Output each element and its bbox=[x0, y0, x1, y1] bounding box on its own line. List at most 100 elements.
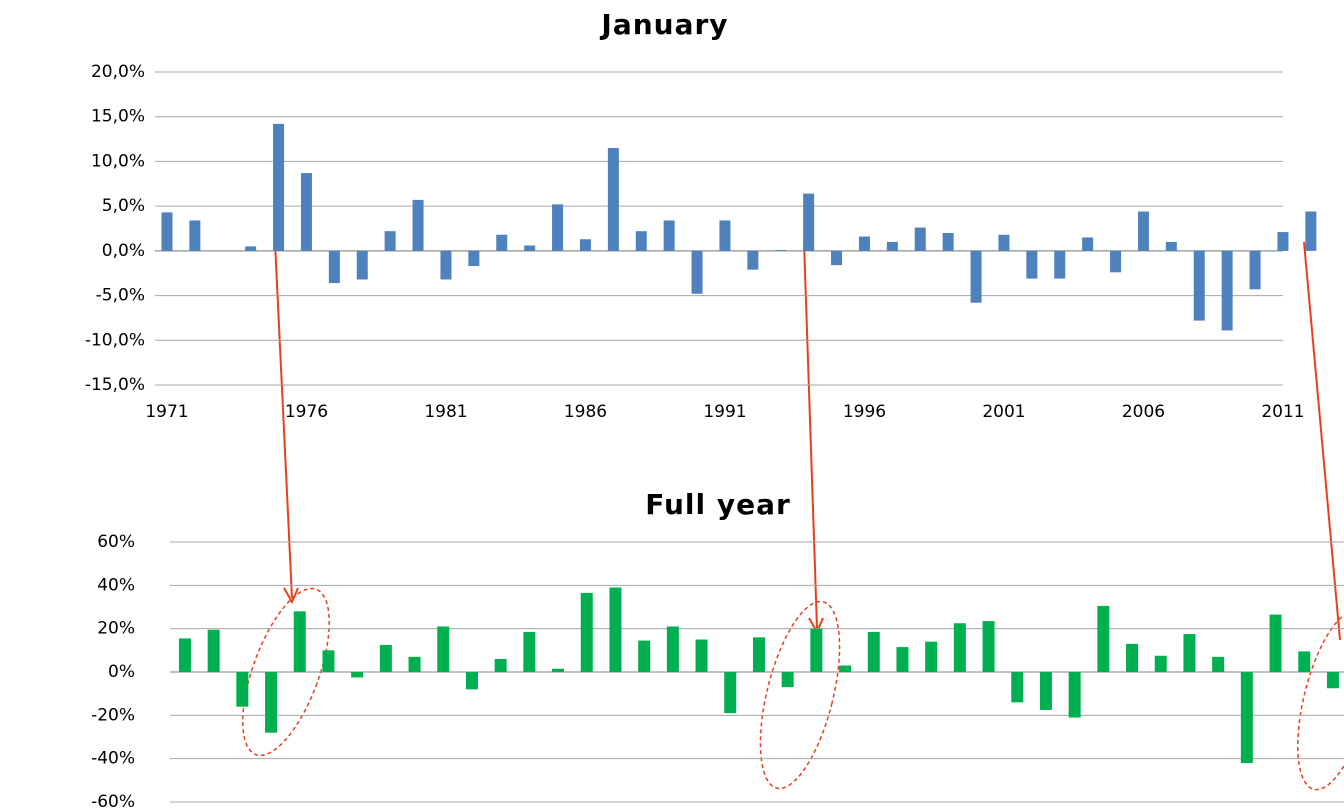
chart-title: Full year bbox=[645, 488, 791, 521]
bar bbox=[1026, 250, 1038, 279]
bar bbox=[1082, 237, 1094, 251]
chart-title: January bbox=[599, 8, 728, 41]
bar bbox=[1240, 672, 1253, 763]
x-tick-label: 2001 bbox=[982, 402, 1025, 422]
x-tick-label: 1996 bbox=[843, 402, 886, 422]
bar bbox=[524, 245, 536, 251]
x-tick-label: 1991 bbox=[703, 402, 746, 422]
bar bbox=[942, 232, 954, 251]
y-tick-label: -10,0% bbox=[85, 330, 145, 350]
y-tick-label: -15,0% bbox=[85, 375, 145, 395]
bar bbox=[607, 148, 619, 251]
bar bbox=[245, 246, 257, 251]
bar bbox=[666, 626, 679, 672]
bar bbox=[1193, 250, 1205, 321]
bar bbox=[719, 220, 731, 251]
bar bbox=[1305, 211, 1317, 251]
bar bbox=[781, 672, 794, 688]
y-tick-label: 15,0% bbox=[91, 107, 145, 127]
bar bbox=[236, 672, 249, 707]
y-tick-label: 0,0% bbox=[102, 241, 145, 261]
bar bbox=[775, 249, 787, 251]
x-tick-label: 2011 bbox=[1261, 402, 1304, 422]
bar bbox=[970, 250, 982, 303]
bar bbox=[1068, 672, 1081, 718]
bar bbox=[579, 239, 591, 251]
bar bbox=[1249, 250, 1261, 290]
bar bbox=[1097, 605, 1110, 672]
bar bbox=[496, 234, 508, 251]
bar bbox=[1269, 614, 1282, 672]
bar bbox=[810, 628, 823, 672]
y-tick-label: 60% bbox=[97, 532, 135, 552]
bar bbox=[322, 650, 335, 672]
bar bbox=[273, 123, 285, 251]
bar bbox=[914, 227, 926, 251]
bar bbox=[896, 647, 909, 672]
bar bbox=[1154, 655, 1167, 672]
x-tick-label: 1976 bbox=[285, 402, 328, 422]
bar bbox=[1011, 672, 1024, 703]
y-tick-label: -20% bbox=[91, 705, 135, 725]
bar bbox=[998, 234, 1010, 251]
bar bbox=[752, 637, 765, 672]
x-tick-label: 1981 bbox=[424, 402, 467, 422]
x-tick-label: 2006 bbox=[1122, 402, 1165, 422]
bar bbox=[1183, 634, 1196, 672]
bar bbox=[412, 199, 424, 251]
bar bbox=[831, 250, 843, 266]
annotations bbox=[242, 241, 1344, 791]
y-tick-label: 0% bbox=[108, 662, 135, 682]
bar bbox=[523, 631, 536, 672]
bar bbox=[1221, 250, 1233, 331]
bar bbox=[803, 193, 815, 251]
bar bbox=[178, 638, 191, 672]
bar bbox=[293, 611, 306, 672]
bar bbox=[265, 672, 278, 733]
bar bbox=[465, 672, 478, 690]
bar bbox=[724, 672, 737, 714]
bar bbox=[1039, 672, 1052, 710]
bar bbox=[440, 250, 452, 280]
bar bbox=[609, 587, 622, 672]
bar bbox=[189, 220, 201, 251]
y-tick-label: 40% bbox=[97, 575, 135, 595]
x-tick-label: 1971 bbox=[145, 402, 188, 422]
bar bbox=[580, 592, 593, 672]
bar bbox=[695, 639, 708, 672]
bar bbox=[839, 665, 852, 672]
bar bbox=[858, 236, 870, 251]
bar bbox=[982, 621, 995, 672]
bar bbox=[747, 250, 759, 270]
x-tick-label: 1986 bbox=[564, 402, 607, 422]
bar bbox=[1298, 651, 1311, 672]
y-tick-label: 20% bbox=[97, 619, 135, 639]
bar bbox=[384, 231, 396, 251]
y-tick-label: -40% bbox=[91, 749, 135, 769]
bar bbox=[300, 173, 312, 251]
bar bbox=[1277, 232, 1289, 251]
bar bbox=[886, 241, 898, 251]
bar bbox=[437, 626, 450, 672]
y-tick-label: 5,0% bbox=[102, 196, 145, 216]
bar bbox=[1212, 656, 1225, 672]
y-tick-label: -5,0% bbox=[96, 286, 145, 306]
bar bbox=[638, 640, 651, 672]
bar bbox=[408, 656, 421, 672]
bar bbox=[161, 212, 173, 251]
bar bbox=[635, 231, 647, 251]
bar bbox=[1126, 643, 1139, 672]
bar bbox=[1054, 250, 1066, 279]
bar bbox=[351, 672, 364, 678]
bar bbox=[468, 250, 480, 267]
bar bbox=[207, 629, 220, 672]
bar bbox=[867, 631, 880, 672]
bar bbox=[1165, 241, 1177, 251]
bar bbox=[953, 623, 966, 672]
y-tick-label: -60% bbox=[91, 792, 135, 812]
bar bbox=[379, 644, 392, 672]
bar bbox=[663, 220, 675, 251]
bar bbox=[328, 250, 340, 284]
bar bbox=[1110, 250, 1122, 273]
y-tick-label: 10,0% bbox=[91, 151, 145, 171]
